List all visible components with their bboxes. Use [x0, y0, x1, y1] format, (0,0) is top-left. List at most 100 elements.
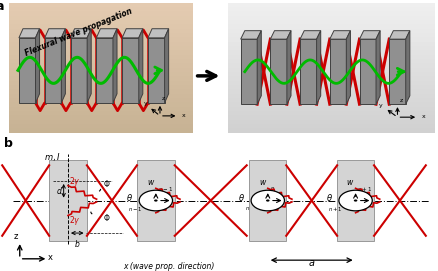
Bar — [9, 111, 193, 115]
Bar — [9, 7, 193, 11]
Text: $w$: $w$ — [146, 178, 155, 187]
Bar — [228, 42, 434, 46]
Text: $m, I$: $m, I$ — [44, 151, 61, 163]
Text: z: z — [399, 98, 402, 102]
Polygon shape — [138, 29, 142, 103]
Bar — [9, 20, 193, 24]
Bar — [9, 98, 193, 102]
Polygon shape — [329, 31, 350, 39]
Polygon shape — [316, 31, 320, 104]
Bar — [228, 128, 434, 133]
Bar — [9, 81, 193, 85]
Bar — [240, 39, 257, 104]
Circle shape — [251, 190, 284, 211]
Polygon shape — [375, 31, 379, 104]
Text: $n$: $n$ — [269, 185, 274, 192]
Bar — [249, 160, 286, 241]
Bar — [9, 107, 193, 111]
Polygon shape — [71, 29, 91, 38]
Bar — [9, 128, 193, 133]
Text: x: x — [182, 113, 185, 118]
Text: x: x — [421, 114, 425, 120]
Bar — [9, 50, 193, 55]
Bar — [9, 120, 193, 124]
Bar — [228, 98, 434, 102]
Bar — [9, 76, 193, 81]
Polygon shape — [286, 31, 290, 104]
Text: $d$: $d$ — [56, 185, 63, 196]
Bar — [270, 39, 286, 104]
Bar — [9, 16, 193, 20]
Bar — [45, 38, 61, 103]
Text: a: a — [308, 258, 314, 268]
Bar — [228, 20, 434, 24]
Bar — [228, 111, 434, 115]
Polygon shape — [19, 29, 39, 38]
Text: $n+1$: $n+1$ — [327, 205, 342, 214]
Text: $w$: $w$ — [258, 178, 266, 187]
Bar — [228, 94, 434, 98]
Bar — [228, 3, 434, 7]
Bar — [228, 85, 434, 89]
Bar — [359, 39, 375, 104]
Text: z: z — [162, 96, 165, 101]
Circle shape — [139, 190, 172, 211]
Polygon shape — [61, 29, 65, 103]
Bar — [228, 107, 434, 111]
Bar — [228, 7, 434, 11]
Polygon shape — [389, 31, 409, 39]
Circle shape — [154, 199, 157, 202]
Polygon shape — [270, 31, 290, 39]
Circle shape — [338, 190, 371, 211]
Polygon shape — [300, 31, 320, 39]
Bar — [228, 124, 434, 128]
Bar — [228, 89, 434, 94]
Text: z: z — [14, 232, 18, 241]
Bar — [19, 38, 35, 103]
Bar — [9, 115, 193, 120]
Bar — [9, 94, 193, 98]
Bar — [228, 102, 434, 107]
Bar — [49, 160, 87, 241]
Bar — [228, 29, 434, 33]
Text: $2\gamma$: $2\gamma$ — [69, 214, 81, 227]
Bar — [228, 33, 434, 37]
Text: $w$: $w$ — [346, 178, 354, 187]
Bar — [228, 68, 434, 72]
Text: x (wave prop. direction): x (wave prop. direction) — [123, 262, 214, 271]
Bar — [96, 38, 113, 103]
Text: Flexural wave propagation: Flexural wave propagation — [24, 7, 134, 58]
Text: a: a — [0, 0, 4, 13]
Polygon shape — [359, 31, 379, 39]
Bar — [228, 76, 434, 81]
Bar — [300, 39, 316, 104]
Bar — [9, 33, 193, 37]
Circle shape — [353, 199, 357, 202]
Polygon shape — [87, 29, 91, 103]
Text: $\theta$: $\theta$ — [325, 192, 332, 203]
Bar — [9, 29, 193, 33]
Text: $\Phi$: $\Phi$ — [103, 212, 110, 223]
Bar — [228, 115, 434, 120]
Bar — [228, 55, 434, 59]
Bar — [336, 160, 374, 241]
Bar — [9, 59, 193, 63]
Polygon shape — [96, 29, 117, 38]
Text: $n+1$: $n+1$ — [357, 185, 372, 193]
Polygon shape — [148, 29, 168, 38]
Text: y: y — [378, 103, 382, 108]
Text: $n$: $n$ — [244, 205, 250, 212]
Polygon shape — [164, 29, 168, 103]
Bar — [9, 11, 193, 16]
Text: $\Phi$: $\Phi$ — [103, 178, 110, 189]
Text: $n-1$: $n-1$ — [128, 205, 143, 214]
Bar — [9, 102, 193, 107]
Bar — [228, 63, 434, 68]
Text: $\theta$: $\theta$ — [126, 192, 133, 203]
Bar — [228, 37, 434, 42]
Bar — [228, 11, 434, 16]
Bar — [228, 120, 434, 124]
Polygon shape — [35, 29, 39, 103]
Bar — [228, 16, 434, 20]
Bar — [389, 39, 405, 104]
